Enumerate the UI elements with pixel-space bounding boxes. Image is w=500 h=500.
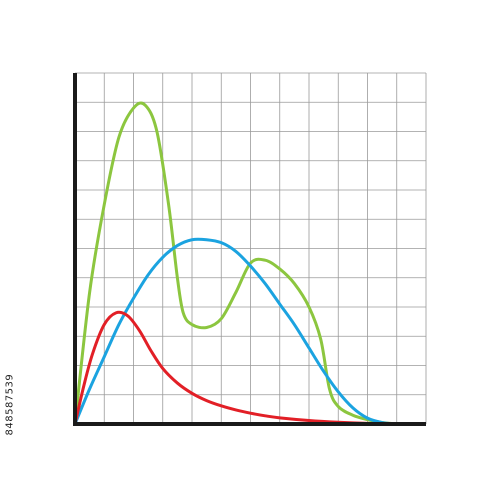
- series-line-1: [73, 101, 399, 426]
- series-line-3: [73, 310, 399, 426]
- series-line-2: [73, 237, 399, 426]
- side-id-label: 848587539: [4, 373, 16, 436]
